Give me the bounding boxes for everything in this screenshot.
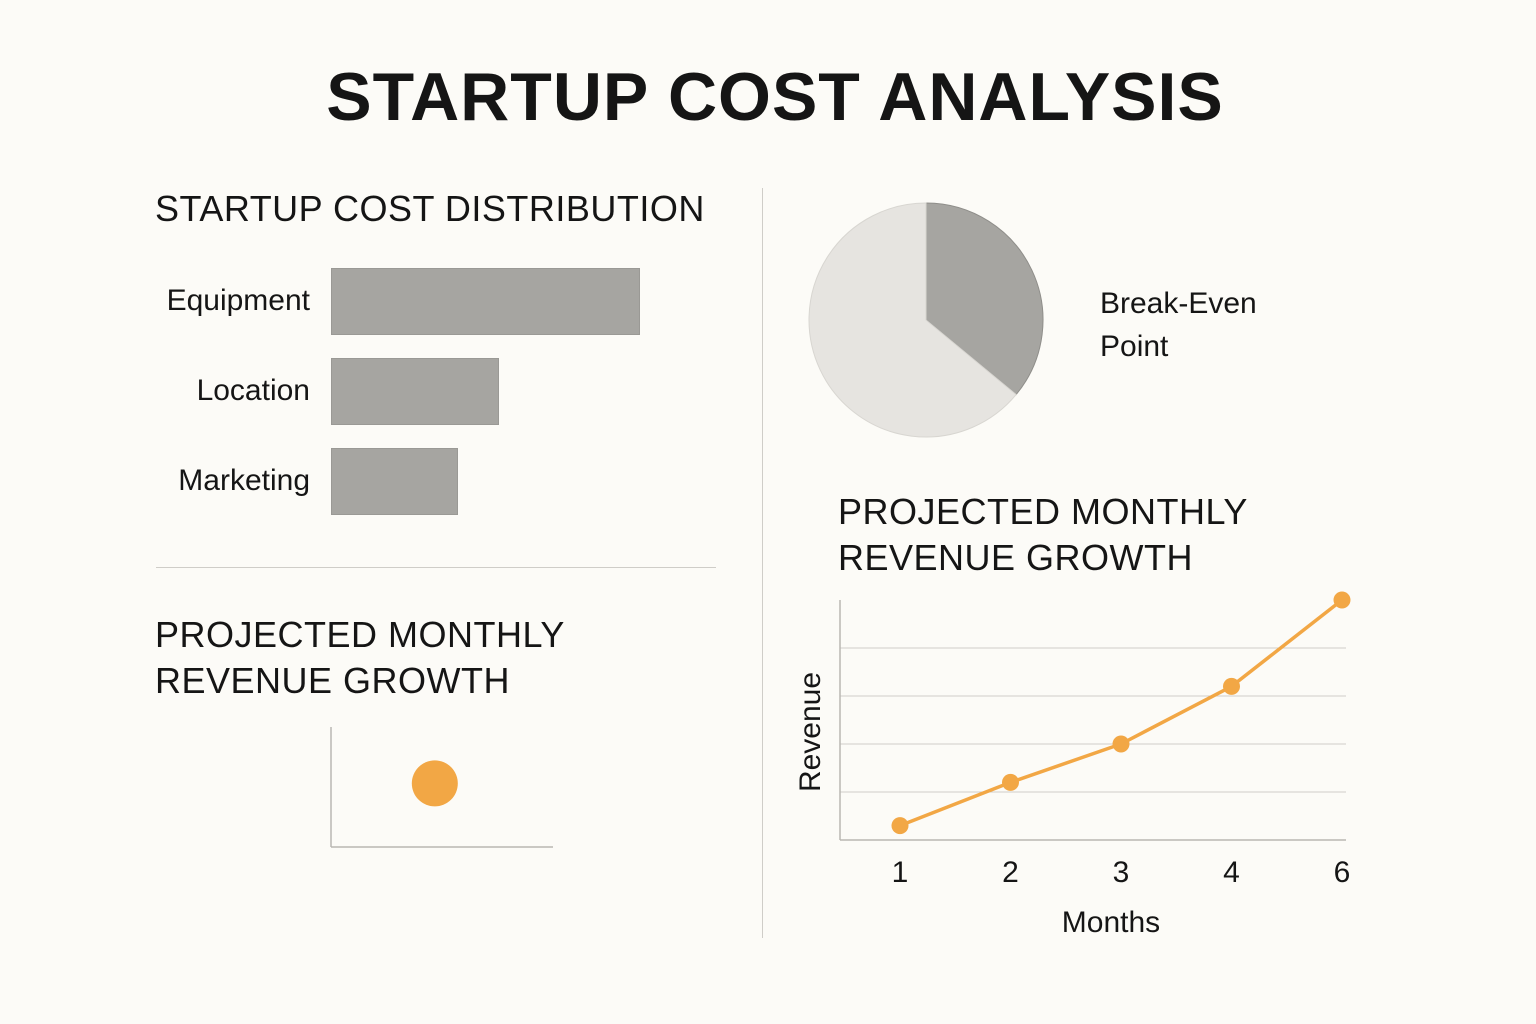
- revenue-point-4: [1223, 677, 1240, 695]
- bar-equipment: [331, 268, 640, 335]
- line-chart: 1 2 3 4 6 Months Revenue: [794, 591, 1351, 939]
- x-tick-label-2: 2: [1002, 856, 1019, 889]
- x-tick-label-3: 3: [1113, 856, 1130, 889]
- pie-slice-1: [925, 202, 1044, 396]
- revenue-point-3: [1112, 735, 1130, 753]
- small-chart-point-1: [411, 760, 458, 807]
- horizontal-divider: [156, 567, 716, 568]
- line-chart-heading-line1: PROJECTED MONTHLY: [838, 491, 1248, 532]
- x-axis-title: Months: [1062, 906, 1160, 939]
- line-chart-heading: PROJECTED MONTHLY REVENUE GROWTH: [838, 489, 1248, 581]
- small-scatter-chart: [330, 727, 553, 848]
- bar-label-equipment: Equipment: [166, 284, 310, 317]
- pie-chart: [808, 202, 1044, 438]
- small-chart-heading: PROJECTED MONTHLY REVENUE GROWTH: [155, 612, 565, 704]
- bar-location: [331, 358, 500, 425]
- pie-slice-2: [808, 202, 1017, 438]
- y-axis-title: Revenue: [794, 672, 827, 792]
- small-chart-heading-line2: REVENUE GROWTH: [155, 660, 511, 701]
- x-tick-label-1: 1: [892, 856, 909, 889]
- bar-chart-heading: STARTUP COST DISTRIBUTION: [155, 188, 705, 229]
- x-tick-label-6: 6: [1334, 856, 1351, 889]
- pie-legend-label: Break-Even Point: [1100, 287, 1257, 363]
- bar-marketing: [331, 448, 458, 515]
- vertical-divider: [762, 188, 763, 938]
- page-title: STARTUP COST ANALYSIS: [326, 59, 1224, 135]
- bar-label-location: Location: [196, 374, 310, 407]
- revenue-point-1: [891, 817, 909, 835]
- small-chart-heading-line1: PROJECTED MONTHLY: [155, 614, 565, 655]
- line-chart-heading-line2: REVENUE GROWTH: [838, 537, 1194, 578]
- revenue-point-2: [1002, 773, 1019, 791]
- revenue-point-5: [1333, 591, 1351, 609]
- x-tick-label-4: 4: [1223, 856, 1240, 889]
- bar-label-marketing: Marketing: [178, 464, 310, 497]
